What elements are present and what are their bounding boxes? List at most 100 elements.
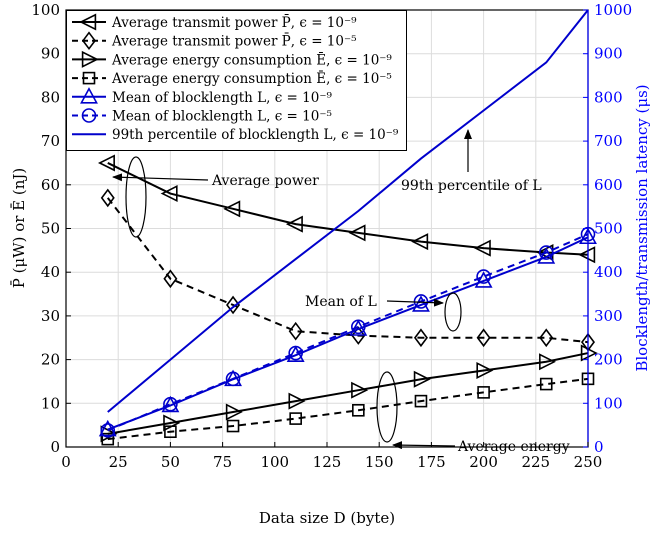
data-point [348, 224, 366, 242]
series-line [107, 9, 589, 413]
data-point [537, 247, 556, 264]
data-point [163, 269, 178, 289]
series-2 [100, 188, 595, 352]
x-tick-label: 150 [365, 453, 394, 471]
data-point [473, 239, 491, 257]
data-point [226, 295, 241, 315]
series-5 [98, 227, 597, 437]
y-tick-label-right: 600 [594, 176, 623, 194]
data-point [286, 345, 305, 363]
legend-marker [82, 31, 96, 51]
data-point [476, 269, 491, 284]
y-tick-label-left: 80 [41, 88, 60, 106]
annotation-ellipse [125, 156, 147, 238]
data-point [476, 362, 494, 380]
data-point [538, 245, 554, 260]
y-axis-label-right: Blocklength/transmission latency (μs) [633, 84, 651, 371]
y-tick-label-left: 100 [31, 1, 60, 19]
y-tick-label-right: 300 [594, 307, 623, 325]
y-tick-label-right: 500 [594, 220, 623, 238]
annotation-text: 99th percentile of L [401, 178, 542, 194]
data-point [164, 425, 177, 439]
y-tick-label-right: 900 [594, 45, 623, 63]
series-line [107, 352, 589, 435]
data-point [225, 403, 243, 421]
series-7 [107, 9, 589, 413]
x-tick-label: 100 [260, 453, 289, 471]
legend-marker [81, 50, 99, 68]
legend-marker [81, 108, 97, 123]
x-tick-label: 200 [469, 453, 498, 471]
y-tick-label-right: 800 [594, 88, 623, 106]
annotation-average-energy: Average energy [376, 371, 570, 455]
y-tick-label-right: 100 [594, 394, 623, 412]
y-tick-label-left: 50 [41, 220, 60, 238]
data-point [288, 345, 303, 361]
data-point [226, 419, 240, 433]
x-tick-label: 250 [574, 453, 603, 471]
legend: Average transmit power P̄, ϵ = 10⁻⁹ Avera… [66, 10, 407, 151]
data-point [161, 395, 180, 413]
data-point [223, 200, 241, 218]
data-point [352, 403, 365, 417]
x-tick-label: 0 [61, 453, 71, 471]
y-tick-label-left: 40 [41, 263, 60, 281]
legend-label: Average transmit power P̄, ϵ = 10⁻⁹ [111, 15, 357, 31]
y-axis-label-left: P̄ (μW) or Ē (nJ) [10, 168, 28, 289]
data-point [539, 353, 557, 371]
annotation-arrow [392, 441, 456, 450]
data-point [414, 394, 428, 408]
series-line [107, 162, 589, 256]
x-axis-label: Data size D (byte) [259, 509, 395, 527]
annotation-arrow [112, 173, 209, 182]
annotation-arrow [386, 298, 444, 307]
series-line [107, 233, 589, 432]
data-point [285, 215, 303, 233]
data-point [288, 392, 306, 410]
legend-label: Average transmit power P̄, ϵ = 10⁻⁵ [111, 33, 357, 49]
legend-label: Average energy consumption Ē, ϵ = 10⁻⁹ [111, 52, 392, 68]
data-point [477, 386, 490, 399]
annotation-99th: 99th percentile of L [401, 129, 542, 194]
y-tick-label-left: 30 [41, 307, 60, 325]
y-tick-label-right: 1000 [594, 1, 632, 19]
legend-marker [80, 87, 98, 104]
data-point [351, 381, 369, 399]
y-tick-label-right: 700 [594, 132, 623, 150]
data-point [163, 396, 178, 412]
x-tick-label: 125 [313, 453, 342, 471]
annotation-ellipse [444, 292, 462, 332]
annotation-mean-l: Mean of L [305, 292, 462, 332]
y-tick-label-left: 60 [41, 176, 60, 194]
annotation-text: Average power [211, 173, 319, 189]
data-point [101, 432, 115, 446]
x-tick-label: 225 [521, 453, 550, 471]
data-point [100, 423, 116, 438]
y-tick-label-left: 10 [41, 394, 60, 412]
data-point [539, 328, 554, 348]
annotation-text: Average energy [457, 439, 570, 455]
data-point [100, 188, 115, 208]
data-point [413, 370, 431, 388]
series-layer [97, 9, 598, 446]
legend-label: Mean of blocklength L, ϵ = 10⁻⁵ [112, 109, 332, 125]
legend-marker [82, 71, 96, 85]
data-point [578, 246, 596, 264]
data-point [413, 328, 428, 348]
data-point [160, 185, 178, 203]
annotation-text: Mean of L [305, 294, 377, 310]
y-tick-label-left: 90 [41, 45, 60, 63]
data-point [476, 328, 491, 348]
series-3 [100, 344, 598, 443]
legend-label: Average energy consumption Ē, ϵ = 10⁻⁵ [111, 71, 392, 87]
y-tick-label-left: 20 [41, 351, 60, 369]
ticks: 0 25 50 75 100 125 150 175 200 225 250010203040506… [31, 1, 632, 471]
data-point [351, 319, 366, 335]
data-point [97, 154, 115, 172]
y-tick-label-right: 400 [594, 263, 623, 281]
x-tick-label: 50 [161, 453, 180, 471]
x-tick-label: 175 [417, 453, 446, 471]
series-6 [100, 226, 596, 438]
legend-label: 99th percentile of blocklength L, ϵ = 10… [112, 127, 399, 143]
